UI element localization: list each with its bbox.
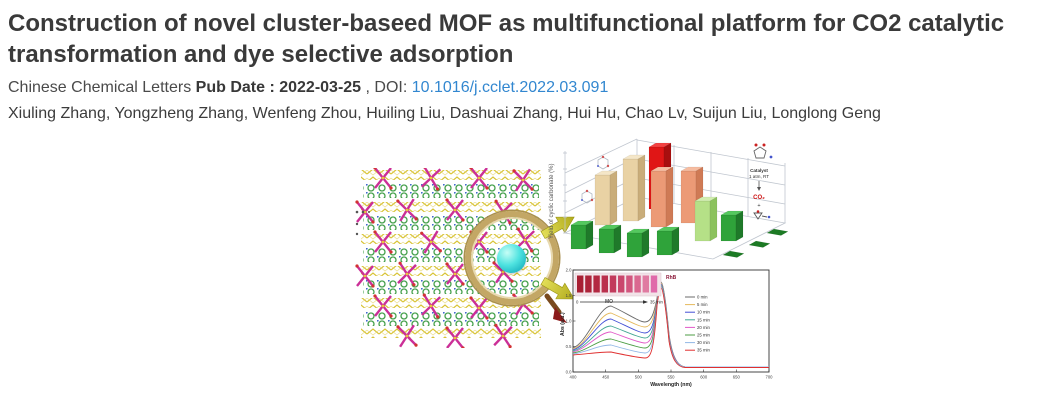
epoxide-icon [753,210,771,220]
spectrum-xlabel: Wavelength (nm) [650,382,692,388]
svg-text:700: 700 [766,375,774,380]
spectrum-curves [572,281,769,368]
magnifier-ring [465,211,559,305]
bars-green-front [570,210,744,258]
svg-text:450: 450 [602,375,610,380]
time-arrow: 0 35 min [576,300,664,305]
svg-text:0.5: 0.5 [566,344,572,349]
svg-text:25 min: 25 min [697,333,711,338]
svg-text:20 min: 20 min [697,325,711,330]
cyclic-carbonate-icon [753,143,773,159]
svg-text:10 min: 10 min [697,310,711,315]
abstract-arrows-overlay [538,208,579,323]
svg-text:15 min: 15 min [697,317,711,322]
doi-link[interactable]: 10.1016/j.cclet.2022.03.091 [411,79,609,96]
svg-text:0: 0 [576,300,579,305]
article-title: Construction of novel cluster-baseed MOF… [8,10,1005,68]
ellipsis-dots [355,210,370,236]
plus-label: + [757,203,760,209]
svg-text:1.0: 1.0 [566,319,572,324]
bar-chart-ylabel: Yield of cyclic carbonate (%) [549,164,555,239]
svg-text:30 min: 30 min [697,340,711,345]
reaction-conditions-line2: 1 atm, RT [749,174,769,179]
bar-salmon-1 [650,166,674,228]
svg-text:400: 400 [570,375,578,380]
reaction-conditions-line1: Catalyst [750,168,768,173]
bar-lightgreen [694,196,718,242]
svg-text:0.0: 0.0 [566,370,572,375]
bar-tan-2 [622,154,646,222]
svg-text:2.0: 2.0 [566,268,572,273]
bars-flat-zero [722,228,789,258]
spectrum-legend: 0 min 5 min 10 min 15 min 20 min 25 min … [685,295,711,353]
bar-tan-1 [594,170,618,226]
svg-text:500: 500 [635,375,643,380]
rhb-peak-label: RhB [666,275,677,281]
cuvette-strip [577,275,658,293]
article-card: Construction of novel cluster-baseed MOF… [8,8,1048,123]
time-arrow-end-label: 35 min [650,300,664,305]
article-meta: Chinese Chemical Letters Pub Date : 2022… [8,79,1048,97]
svg-text:550: 550 [668,375,676,380]
author-list: Xiuling Zhang, Yongzheng Zhang, Wenfeng … [8,105,881,122]
svg-text:650: 650 [733,375,741,380]
doi-label: , DOI: [365,79,408,96]
svg-text:1.5: 1.5 [566,293,572,298]
yield-bar-chart: Yield of cyclic carbonate (%) [549,138,789,260]
journal-name: Chinese Chemical Letters [8,79,192,96]
magnifier-handle-icon [544,293,567,323]
co2-label: CO₂ [753,195,765,201]
yield-bars [570,142,789,258]
svg-text:35 min: 35 min [697,348,711,353]
graphical-abstract: Yield of cyclic carbonate (%) [347,135,793,402]
spectrum-ylabel: Abs (a.u.) [560,312,566,336]
spectrum-xticks: 400 450 500 550 600 650 700 [570,369,774,380]
reaction-scheme: Catalyst 1 atm, RT CO₂ + [749,143,773,220]
dye-absorption-spectrum: 2.0 1.5 1.0 0.5 0.0 400 450 500 550 600 … [560,268,774,389]
svg-text:600: 600 [700,375,708,380]
pub-date: Pub Date : 2022-03-25 [195,79,362,96]
svg-text:5 min: 5 min [697,302,708,307]
svg-text:0 min: 0 min [697,295,708,300]
cuvette-photo-inset: 0 35 min [574,272,664,305]
guest-sphere [497,244,526,273]
